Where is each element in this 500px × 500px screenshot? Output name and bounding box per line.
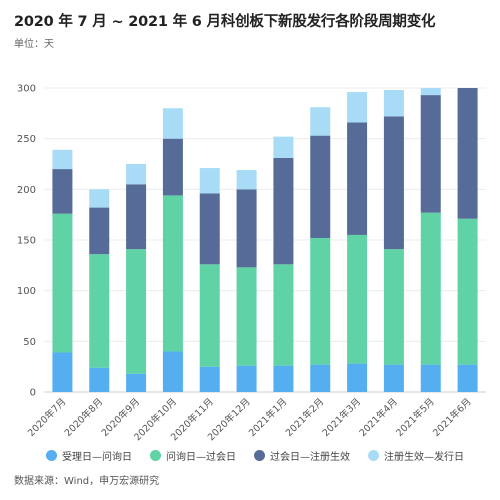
legend-swatch-series-1 <box>46 450 57 461</box>
bar-7-series-1 <box>273 365 294 392</box>
bar-6-series-4 <box>236 170 257 190</box>
bar-12-series-3 <box>457 88 478 219</box>
y-tick-label-0: 0 <box>30 388 36 399</box>
legend-item-series-2: 问询日—过会日 <box>150 448 236 463</box>
bar-1-series-1 <box>52 352 73 392</box>
x-tick-label-7: 2021年1月 <box>246 396 289 439</box>
bar-8-series-1 <box>310 364 331 392</box>
legend-item-series-3: 过会日—注册生效 <box>254 448 350 463</box>
bar-4-series-1 <box>162 351 183 392</box>
y-tick-label-250: 250 <box>17 134 36 145</box>
bar-2-series-1 <box>89 367 110 392</box>
chart-legend: 受理日—问询日 问询日—过会日 过会日—注册生效 注册生效—发行日 <box>46 448 464 463</box>
bar-8-series-3 <box>310 135 331 238</box>
x-tick-label-10: 2021年4月 <box>357 396 400 439</box>
bar-12-series-2 <box>457 218 478 365</box>
unit-label: 单位：天 <box>14 39 54 50</box>
x-tick-label-1: 2020年7月 <box>25 396 68 439</box>
bar-5-series-3 <box>199 193 220 265</box>
data-source: 数据来源：Wind，申万宏源研究 <box>14 476 160 487</box>
legend-swatch-series-4 <box>368 450 379 461</box>
legend-label-series-1: 受理日—问询日 <box>62 452 132 463</box>
y-tick-label-300: 300 <box>17 84 36 95</box>
bar-6-series-3 <box>236 189 257 268</box>
bar-4-series-4 <box>162 108 183 139</box>
bar-1-series-4 <box>52 149 73 170</box>
bar-7-series-4 <box>273 136 294 158</box>
bar-5-series-4 <box>199 168 220 194</box>
bar-3-series-1 <box>126 373 147 392</box>
legend-label-series-2: 问询日—过会日 <box>166 452 236 463</box>
bar-4-series-3 <box>162 138 183 196</box>
x-tick-label-11: 2021年5月 <box>394 396 437 439</box>
bar-9-series-2 <box>347 234 368 364</box>
bar-9-series-1 <box>347 363 368 392</box>
bar-11-series-3 <box>420 95 441 213</box>
bar-8-series-2 <box>310 237 331 365</box>
bar-2-series-4 <box>89 189 110 208</box>
bar-3-series-2 <box>126 249 147 374</box>
bar-5-series-2 <box>199 264 220 367</box>
legend-item-series-4: 注册生效—发行日 <box>368 448 464 463</box>
x-tick-label-12: 2021年6月 <box>430 396 473 439</box>
bar-10-series-3 <box>383 116 404 250</box>
bar-11-series-2 <box>420 212 441 365</box>
y-tick-label-200: 200 <box>17 185 36 196</box>
bar-9-series-3 <box>347 122 368 235</box>
bar-10-series-4 <box>383 90 404 117</box>
bar-3-series-3 <box>126 184 147 250</box>
bar-4-series-2 <box>162 195 183 352</box>
legend-swatch-series-3 <box>254 450 265 461</box>
bar-8-series-4 <box>310 107 331 136</box>
bar-5-series-1 <box>199 366 220 392</box>
bar-7-series-2 <box>273 264 294 366</box>
y-tick-label-100: 100 <box>17 286 36 297</box>
y-tick-label-50: 50 <box>23 337 36 348</box>
legend-swatch-series-2 <box>150 450 161 461</box>
legend-label-series-4: 注册生效—发行日 <box>384 452 464 463</box>
bar-10-series-1 <box>383 364 404 392</box>
legend-label-series-3: 过会日—注册生效 <box>270 452 350 463</box>
bar-2-series-2 <box>89 254 110 368</box>
bar-10-series-2 <box>383 249 404 365</box>
bar-6-series-1 <box>236 365 257 392</box>
bar-6-series-2 <box>236 267 257 366</box>
legend-item-series-1: 受理日—问询日 <box>46 448 132 463</box>
bar-1-series-3 <box>52 169 73 214</box>
x-tick-label-9: 2021年3月 <box>320 396 363 439</box>
bar-3-series-4 <box>126 164 147 185</box>
chart-title: 2020 年 7 月 ~ 2021 年 6 月科创板下新股发行各阶段周期变化 <box>14 14 436 30</box>
bar-11-series-4 <box>420 88 441 96</box>
bar-11-series-1 <box>420 364 441 392</box>
x-tick-label-2: 2020年8月 <box>62 396 105 439</box>
bar-7-series-3 <box>273 157 294 265</box>
bar-12-series-1 <box>457 364 478 392</box>
y-tick-label-150: 150 <box>17 236 36 247</box>
x-tick-label-8: 2021年2月 <box>283 396 326 439</box>
bar-1-series-2 <box>52 213 73 353</box>
bar-2-series-3 <box>89 207 110 255</box>
bar-9-series-4 <box>347 92 368 123</box>
